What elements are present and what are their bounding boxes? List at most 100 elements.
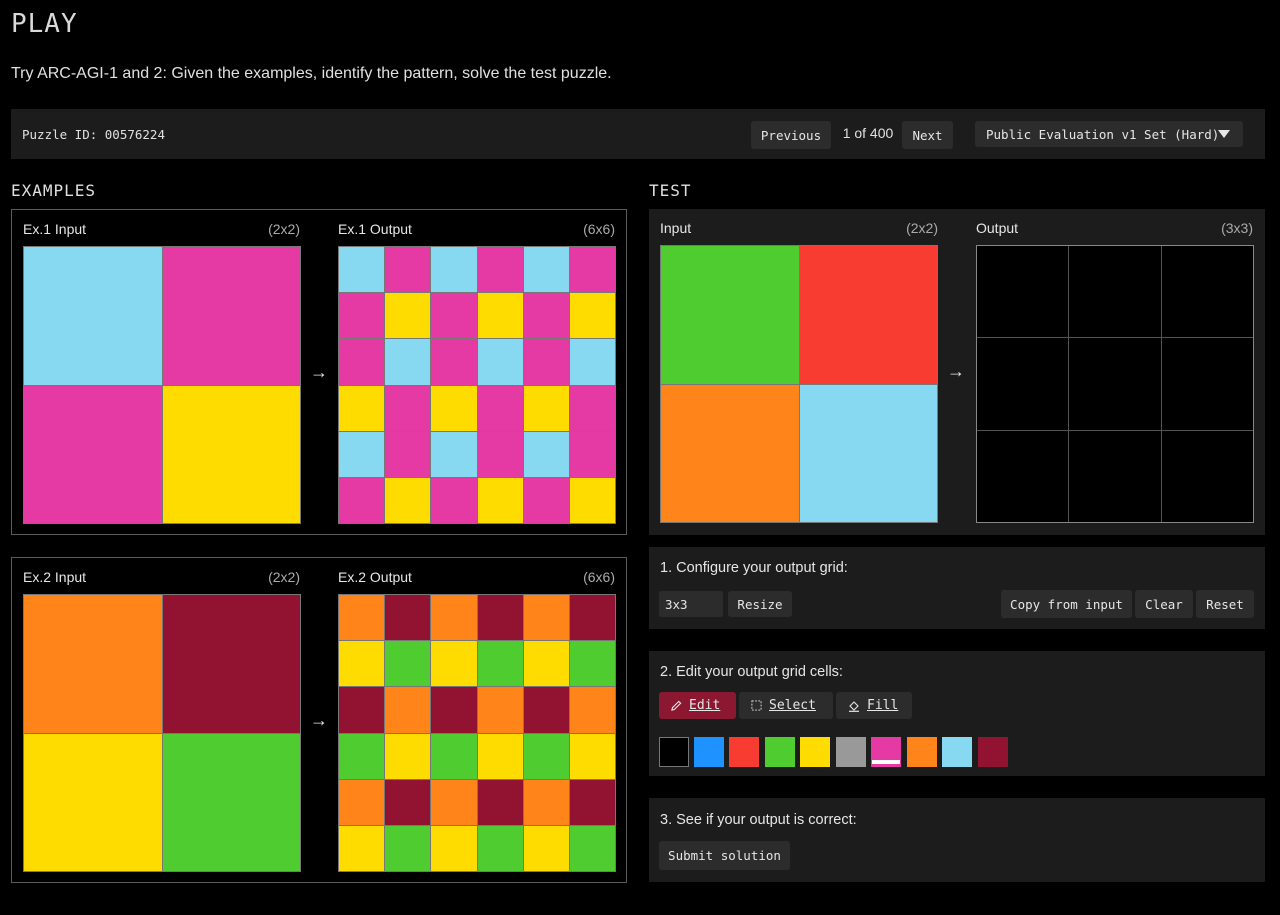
test-output-grid[interactable] <box>976 245 1254 523</box>
example-2-input-label: Ex.2 Input <box>23 569 87 585</box>
copy-from-input-button[interactable]: Copy from input <box>1001 590 1132 618</box>
grid-cell <box>431 339 477 385</box>
grid-cell <box>477 733 523 779</box>
example-2-panel: Ex.2 Input (2x2) → Ex.2 Output (6x6) <box>11 557 627 883</box>
grid-cell[interactable] <box>977 430 1069 522</box>
grid-cell[interactable] <box>1161 430 1253 522</box>
grid-cell <box>569 779 615 825</box>
configure-grid-panel: 1. Configure your output grid: Resize Co… <box>649 547 1265 629</box>
grid-cell <box>477 825 523 871</box>
puzzle-set-select[interactable]: Public Evaluation v1 Set (Hard) <box>975 121 1243 147</box>
grid-cell <box>431 779 477 825</box>
example-1-output-size: (6x6) <box>583 221 615 237</box>
color-swatch-g[interactable] <box>765 737 795 767</box>
grid-cell <box>477 247 523 293</box>
grid-cell[interactable] <box>1069 338 1161 430</box>
grid-cell[interactable] <box>1161 338 1253 430</box>
grid-cell <box>162 247 300 385</box>
grid-cell <box>339 247 385 293</box>
resize-button[interactable]: Resize <box>728 591 792 617</box>
grid-cell <box>523 825 569 871</box>
color-swatch-b[interactable] <box>694 737 724 767</box>
grid-cell <box>162 595 300 733</box>
fill-tool-label: Fill <box>867 698 899 713</box>
submit-solution-button[interactable]: Submit solution <box>659 841 790 870</box>
grid-cell <box>569 247 615 293</box>
grid-cell <box>477 385 523 431</box>
grid-cell <box>523 733 569 779</box>
grid-cell <box>431 641 477 687</box>
puzzle-set-select-value: Public Evaluation v1 Set (Hard) <box>986 126 1220 142</box>
grid-cell <box>385 733 431 779</box>
grid-cell <box>24 385 162 523</box>
previous-button[interactable]: Previous <box>751 121 831 149</box>
grid-cell <box>339 431 385 477</box>
grid-cell <box>477 293 523 339</box>
grid-size-input[interactable] <box>659 591 723 617</box>
test-input-label: Input <box>660 220 692 236</box>
grid-cell <box>431 247 477 293</box>
example-2-output-grid <box>338 594 616 872</box>
grid-cell <box>339 595 385 641</box>
marquee-select-icon <box>751 700 762 711</box>
grid-cell <box>523 247 569 293</box>
color-swatch-y[interactable] <box>800 737 830 767</box>
arrow-right-icon: → <box>310 710 328 730</box>
color-swatch-x[interactable] <box>836 737 866 767</box>
test-input-size: (2x2) <box>906 220 938 236</box>
grid-cell <box>431 385 477 431</box>
grid-cell[interactable] <box>1161 246 1253 338</box>
submit-panel: 3. See if your output is correct: Submit… <box>649 798 1265 882</box>
clear-button[interactable]: Clear <box>1135 590 1193 618</box>
example-1-input-size: (2x2) <box>268 221 300 237</box>
grid-cell <box>569 595 615 641</box>
test-output-size: (3x3) <box>1221 220 1253 236</box>
grid-cell <box>385 247 431 293</box>
example-1-input-label: Ex.1 Input <box>23 221 87 237</box>
grid-cell[interactable] <box>1069 430 1161 522</box>
grid-cell <box>523 431 569 477</box>
grid-cell <box>339 339 385 385</box>
grid-cell <box>162 385 300 523</box>
grid-cell[interactable] <box>977 338 1069 430</box>
grid-cell <box>24 733 162 871</box>
grid-cell <box>339 293 385 339</box>
grid-cell <box>385 293 431 339</box>
fill-tool-button[interactable]: Fill <box>836 692 912 719</box>
configure-grid-title: 1. Configure your output grid: <box>660 560 848 576</box>
grid-cell <box>385 779 431 825</box>
select-tool-button[interactable]: Select <box>739 692 833 719</box>
next-button[interactable]: Next <box>902 121 953 149</box>
grid-cell <box>523 293 569 339</box>
grid-cell <box>339 385 385 431</box>
grid-cell <box>385 687 431 733</box>
color-swatch-c[interactable] <box>942 737 972 767</box>
grid-cell <box>523 687 569 733</box>
grid-cell <box>339 733 385 779</box>
grid-cell <box>569 431 615 477</box>
grid-cell[interactable] <box>977 246 1069 338</box>
edit-tool-button[interactable]: Edit <box>659 692 736 719</box>
grid-cell <box>477 687 523 733</box>
color-swatch-r[interactable] <box>729 737 759 767</box>
grid-cell <box>523 339 569 385</box>
submit-title: 3. See if your output is correct: <box>660 812 857 828</box>
color-swatch-k[interactable] <box>659 737 689 767</box>
grid-cell <box>477 595 523 641</box>
grid-cell <box>431 733 477 779</box>
grid-cell <box>799 246 937 384</box>
grid-cell <box>385 641 431 687</box>
puzzle-id: Puzzle ID: 00576224 <box>22 127 165 142</box>
grid-cell <box>385 339 431 385</box>
grid-cell <box>569 825 615 871</box>
color-swatch-o[interactable] <box>907 737 937 767</box>
edit-tool-label: Edit <box>689 698 721 713</box>
arrow-right-icon: → <box>310 362 328 382</box>
grid-cell <box>339 641 385 687</box>
color-swatch-w[interactable] <box>978 737 1008 767</box>
color-swatch-m[interactable] <box>871 737 901 767</box>
grid-cell <box>523 641 569 687</box>
reset-button[interactable]: Reset <box>1196 590 1254 618</box>
grid-cell <box>569 385 615 431</box>
grid-cell[interactable] <box>1069 246 1161 338</box>
